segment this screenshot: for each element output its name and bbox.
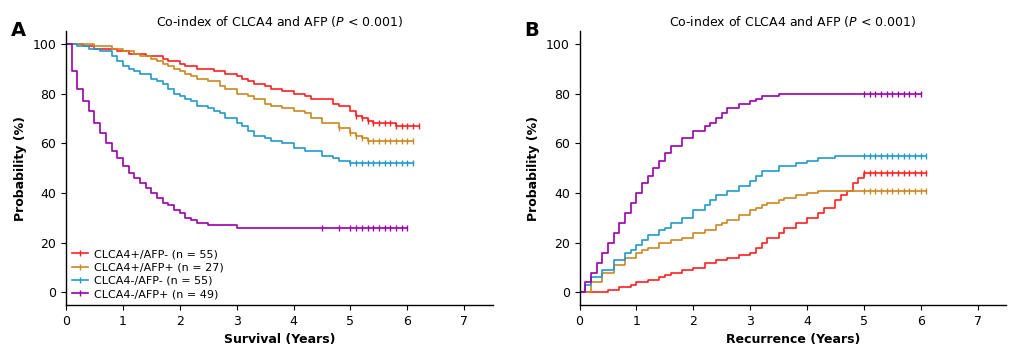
X-axis label: Survival (Years): Survival (Years)	[223, 333, 335, 346]
Y-axis label: Probability (%): Probability (%)	[14, 116, 26, 221]
Text: A: A	[10, 21, 25, 40]
Y-axis label: Probability (%): Probability (%)	[527, 116, 540, 221]
Legend: CLCA4+/AFP- (n = 55), CLCA4+/AFP+ (n = 27), CLCA4-/AFP- (n = 55), CLCA4-/AFP+ (n: CLCA4+/AFP- (n = 55), CLCA4+/AFP+ (n = 2…	[71, 249, 223, 299]
Title: Co-index of CLCA4 and AFP ($\it{P}$ < 0.001): Co-index of CLCA4 and AFP ($\it{P}$ < 0.…	[668, 14, 916, 29]
Text: B: B	[524, 21, 538, 40]
X-axis label: Recurrence (Years): Recurrence (Years)	[725, 333, 859, 346]
Title: Co-index of CLCA4 and AFP ($\it{P}$ < 0.001): Co-index of CLCA4 and AFP ($\it{P}$ < 0.…	[156, 14, 403, 29]
